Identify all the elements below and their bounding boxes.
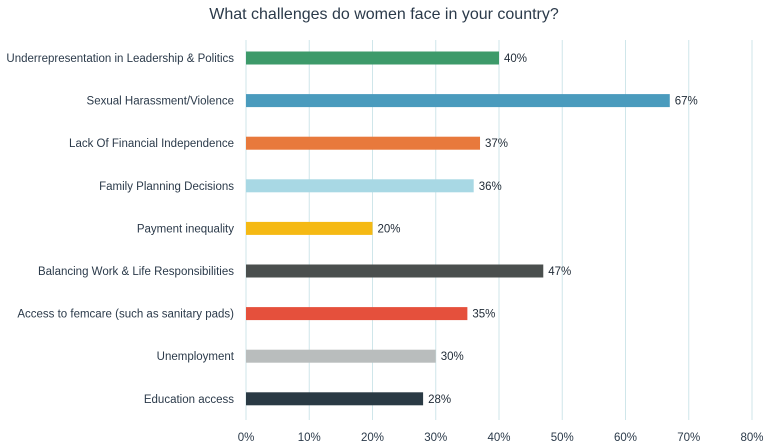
bar: [246, 349, 436, 363]
bar: [246, 264, 544, 278]
category-label: Balancing Work & Life Responsibilities: [38, 266, 234, 278]
bar: [246, 51, 499, 65]
x-tick-label: 10%: [298, 432, 321, 444]
x-tick-label: 30%: [424, 432, 447, 444]
data-label: 37%: [485, 138, 508, 150]
bar: [246, 94, 670, 108]
x-tick-label: 70%: [677, 432, 700, 444]
bars: [246, 51, 670, 406]
chart-title: What challenges do women face in your co…: [209, 6, 559, 23]
data-label: 30%: [441, 351, 464, 363]
x-tick-label: 20%: [361, 432, 384, 444]
data-label: 40%: [504, 53, 527, 65]
category-label: Education access: [144, 394, 234, 406]
data-label: 47%: [548, 266, 571, 278]
x-tick-label: 0%: [238, 432, 255, 444]
x-tick-label: 50%: [551, 432, 574, 444]
category-label: Lack Of Financial Independence: [69, 138, 234, 150]
x-tick-label: 80%: [740, 432, 763, 444]
bar: [246, 392, 424, 406]
x-tick-label: 40%: [487, 432, 510, 444]
category-label: Payment inequality: [137, 223, 234, 235]
bar: [246, 221, 373, 235]
data-label: 36%: [479, 181, 502, 193]
value-labels: 40% 67% 37% 36% 20% 47% 35% 30% 28%: [378, 53, 698, 406]
category-label: Unemployment: [157, 351, 235, 363]
category-labels: Underrepresentation in Leadership & Poli…: [6, 53, 234, 406]
x-axis-ticks: 0% 10% 20% 30% 40% 50% 60% 70% 80%: [238, 432, 764, 444]
bar: [246, 307, 468, 321]
x-tick-label: 60%: [614, 432, 637, 444]
data-label: 67%: [675, 96, 698, 108]
bar: [246, 179, 474, 193]
category-label: Access to femcare (such as sanitary pads…: [17, 309, 234, 321]
category-label: Family Planning Decisions: [99, 181, 234, 193]
category-label: Sexual Harassment/Violence: [87, 96, 234, 108]
data-label: 35%: [472, 309, 495, 321]
data-label: 20%: [378, 223, 401, 235]
category-label: Underrepresentation in Leadership & Poli…: [6, 53, 234, 65]
bar: [246, 136, 481, 150]
data-label: 28%: [428, 394, 451, 406]
